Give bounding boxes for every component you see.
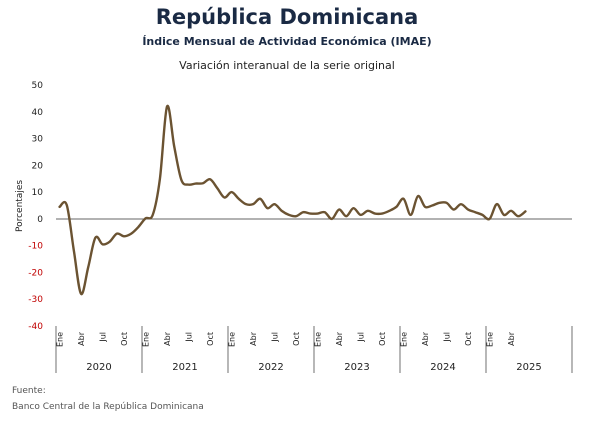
x-tick-label: Abr xyxy=(335,331,344,346)
y-tick-label: -40 xyxy=(28,322,43,332)
year-label: 2021 xyxy=(172,362,197,373)
series-line xyxy=(58,104,527,296)
source-label: Fuente: xyxy=(12,386,46,396)
x-tick-label: Oct xyxy=(378,332,387,346)
x-tick-label: Oct xyxy=(206,332,215,346)
chart-subtitle-2: Variación interanual de la serie origina… xyxy=(179,59,395,72)
y-ticks: 50 40 30 20 10 0 -10 -20 -30 -40 xyxy=(28,81,43,332)
year-label: 2024 xyxy=(430,362,455,373)
x-tick-label: Abr xyxy=(507,331,516,346)
x-tick-label: Jul xyxy=(357,332,366,343)
year-label: 2020 xyxy=(86,362,111,373)
x-tick-label: Ene xyxy=(400,332,409,347)
y-tick-label: -10 xyxy=(28,242,43,252)
x-tick-label: Ene xyxy=(56,332,65,347)
x-tick-label: Abr xyxy=(77,331,86,346)
x-tick-label: Ene xyxy=(486,332,495,347)
x-axis: Ene Abr Jul Oct 2020 Ene Abr Jul Oct 2021 Ene Abr Ju… xyxy=(56,326,573,373)
year-label: 2023 xyxy=(344,362,369,373)
y-tick-label: -20 xyxy=(28,268,43,278)
x-tick-label: Jul xyxy=(99,332,108,343)
x-tick-label: Oct xyxy=(464,332,473,346)
y-tick-label: 0 xyxy=(37,215,43,225)
chart-title: República Dominicana xyxy=(156,5,419,29)
x-tick-label: Jul xyxy=(185,332,194,343)
chart-subtitle: Índice Mensual de Actividad Económica (I… xyxy=(142,35,431,48)
x-tick-label: Oct xyxy=(120,332,129,346)
year-label: 2025 xyxy=(516,362,541,373)
x-tick-label: Abr xyxy=(163,331,172,346)
y-tick-label: 20 xyxy=(32,161,44,171)
x-tick-label: Abr xyxy=(249,331,258,346)
x-tick-label: Ene xyxy=(142,332,151,347)
source-text: Banco Central de la República Dominicana xyxy=(12,402,204,412)
x-tick-label: Abr xyxy=(421,331,430,346)
y-tick-label: -30 xyxy=(28,295,43,305)
year-label: 2022 xyxy=(258,362,283,373)
x-tick-label: Jul xyxy=(443,332,452,343)
x-tick-label: Ene xyxy=(228,332,237,347)
y-tick-label: 30 xyxy=(32,135,44,145)
x-tick-label: Oct xyxy=(292,332,301,346)
x-tick-label: Jul xyxy=(271,332,280,343)
x-tick-label: Ene xyxy=(314,332,323,347)
y-tick-label: 40 xyxy=(32,108,44,118)
y-axis-label: Porcentajes xyxy=(15,180,25,232)
y-tick-label: 10 xyxy=(32,188,44,198)
y-tick-label: 50 xyxy=(32,81,44,91)
